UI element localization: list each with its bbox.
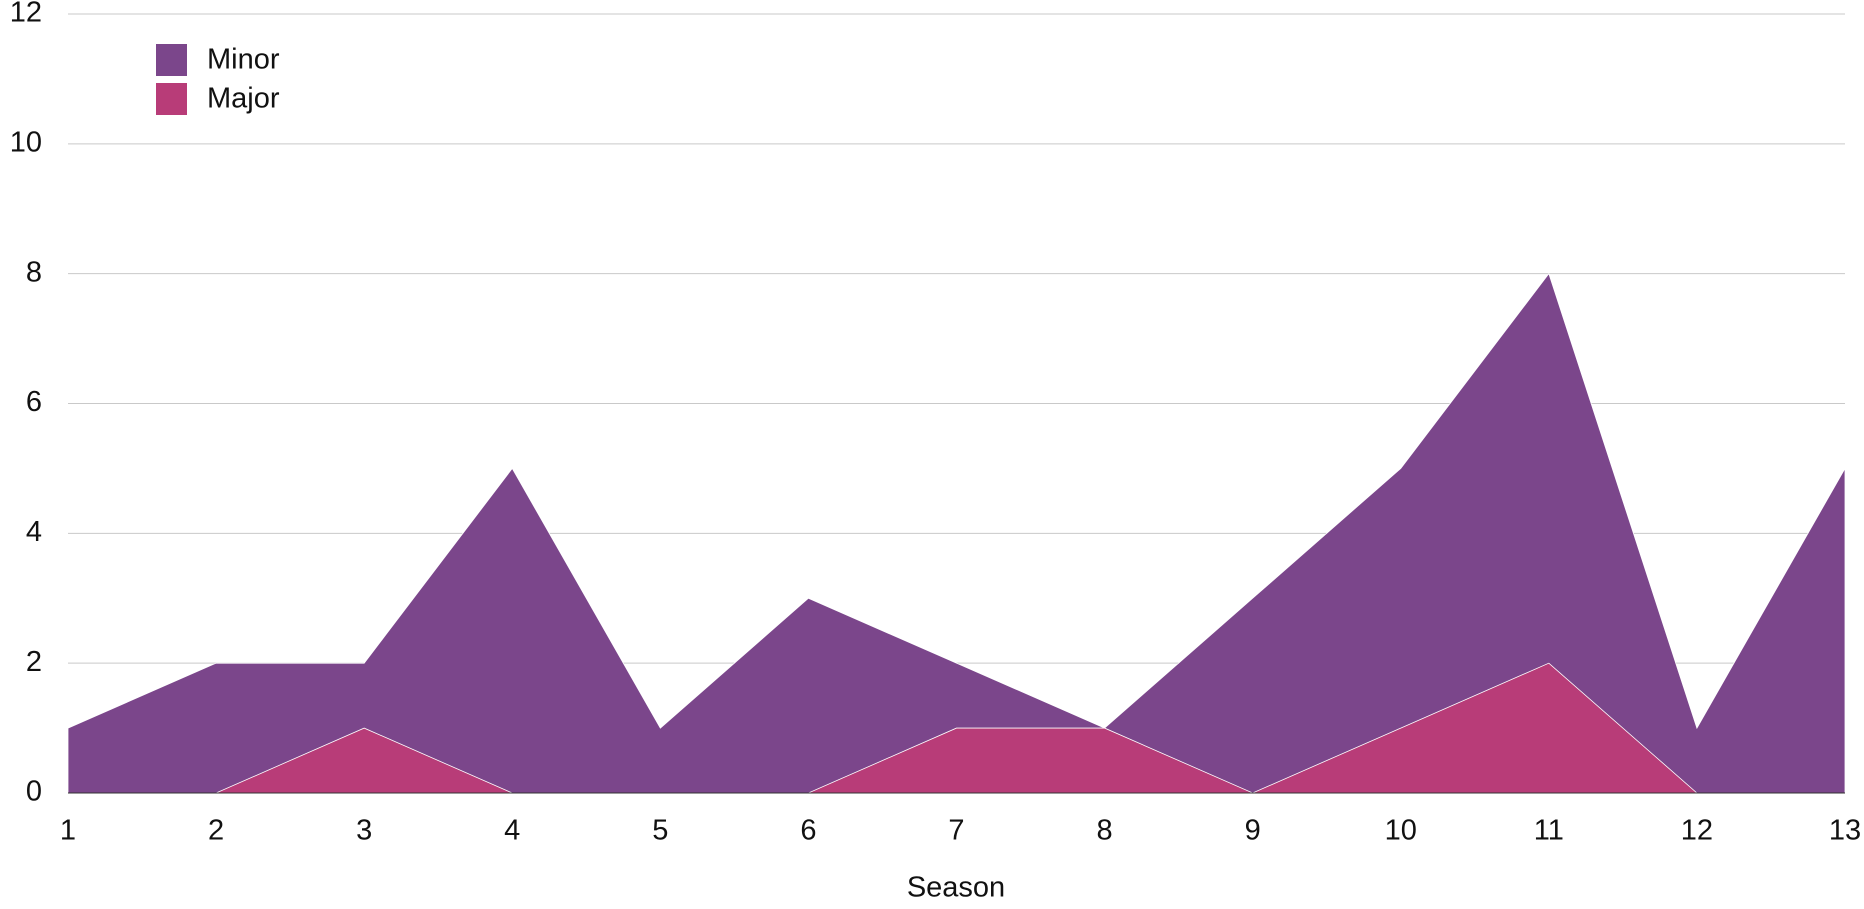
y-tick-label: 0 bbox=[26, 776, 42, 808]
x-tick-label: 2 bbox=[208, 815, 224, 847]
x-tick-label: 4 bbox=[504, 815, 520, 847]
x-tick-label: 3 bbox=[356, 815, 372, 847]
x-tick-label: 12 bbox=[1681, 815, 1713, 847]
x-axis-title: Season bbox=[907, 872, 1005, 904]
x-tick-label: 8 bbox=[1097, 815, 1113, 847]
legend-swatch bbox=[156, 44, 187, 76]
legend: Minor Major bbox=[156, 44, 280, 115]
legend-label: Minor bbox=[207, 44, 280, 76]
x-tick-label: 7 bbox=[948, 815, 964, 847]
x-tick-label: 6 bbox=[800, 815, 816, 847]
y-tick-label: 4 bbox=[26, 516, 42, 548]
y-tick-label: 8 bbox=[26, 256, 42, 288]
y-tick-label: 6 bbox=[26, 386, 42, 418]
x-tick-label: 9 bbox=[1245, 815, 1261, 847]
x-tick-label: 10 bbox=[1385, 815, 1417, 847]
legend-swatch bbox=[156, 83, 187, 115]
x-tick-label: 11 bbox=[1534, 815, 1564, 847]
x-tick-label: 13 bbox=[1829, 815, 1861, 847]
area bbox=[68, 662, 1845, 794]
x-tick-label: 1 bbox=[60, 815, 76, 847]
y-tick-label: 12 bbox=[10, 0, 42, 29]
legend-label: Major bbox=[207, 83, 280, 115]
x-tick-label: 5 bbox=[652, 815, 668, 847]
areas bbox=[67, 272, 1846, 794]
y-tick-label: 2 bbox=[26, 646, 42, 678]
area bbox=[67, 272, 1846, 794]
y-tick-label: 10 bbox=[10, 126, 42, 158]
